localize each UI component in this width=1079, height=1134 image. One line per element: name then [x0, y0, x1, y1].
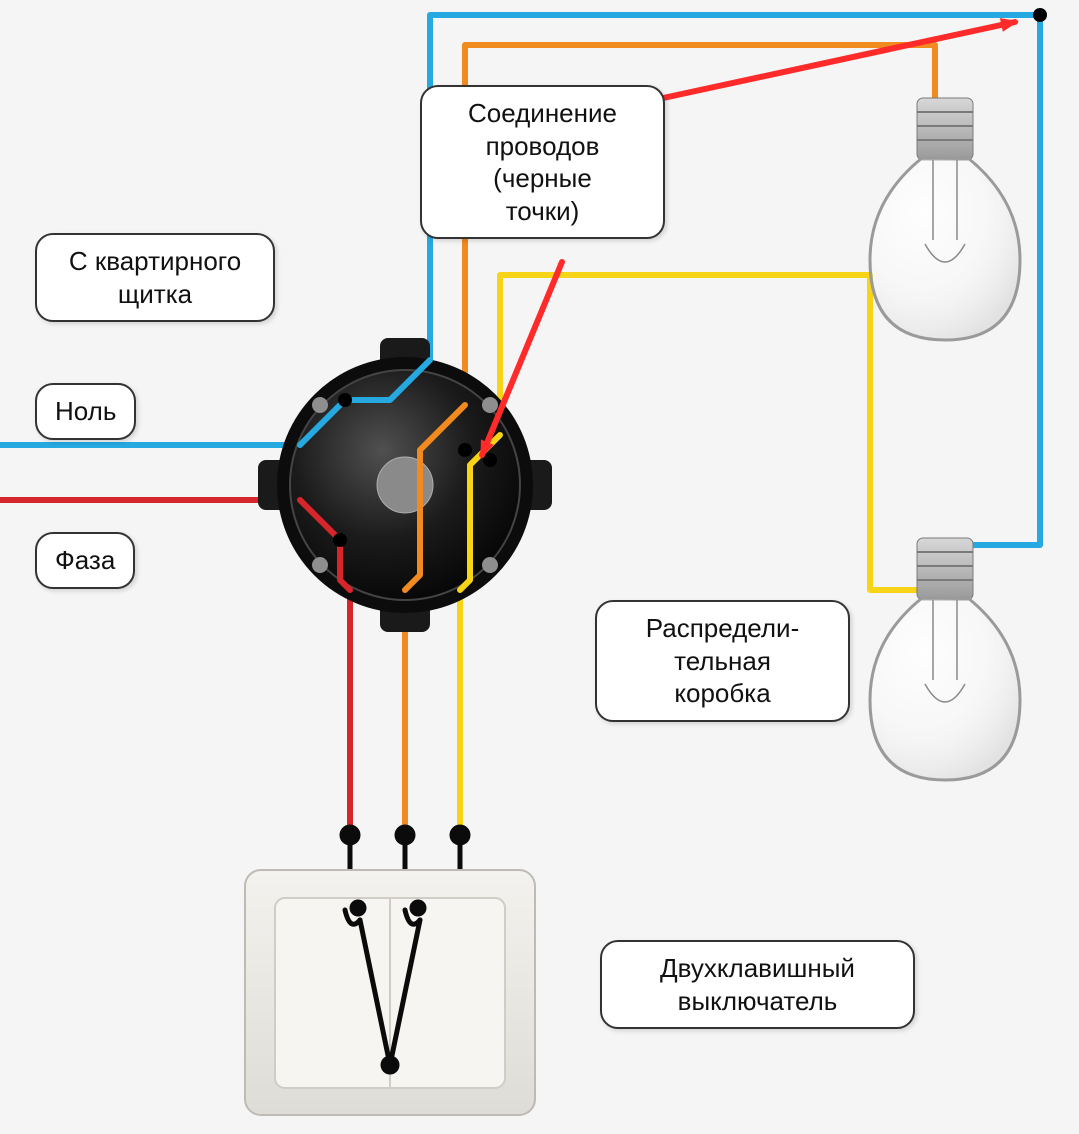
- bulb-1: [870, 98, 1020, 340]
- label-neutral: Ноль: [35, 383, 136, 440]
- label-connection: Соединение проводов (черные точки): [420, 85, 665, 239]
- label-panel: С квартирного щитка: [35, 233, 275, 322]
- double-switch: [245, 870, 535, 1115]
- label-phase: Фаза: [35, 532, 135, 589]
- wiring-diagram: С квартирного щитка Ноль Фаза Соединение…: [0, 0, 1079, 1134]
- bulb-2: [870, 538, 1020, 780]
- load2-wire: [460, 275, 945, 835]
- label-switch: Двухклавишный выключатель: [600, 940, 915, 1029]
- label-junction-box: Распредели- тельная коробка: [595, 600, 850, 722]
